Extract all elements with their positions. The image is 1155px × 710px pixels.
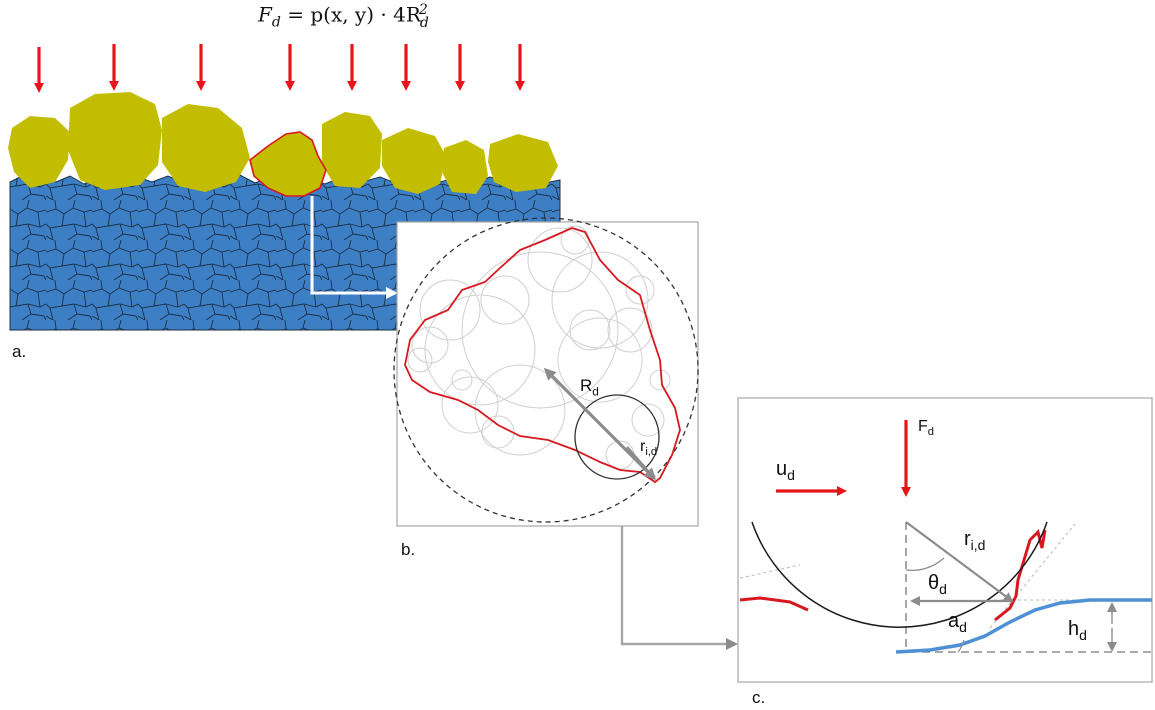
label-u-d: ud xyxy=(776,458,795,483)
load-arrows xyxy=(34,44,525,93)
particle-contour xyxy=(404,227,681,484)
panel-label-b: b. xyxy=(401,540,416,559)
bounding-circle xyxy=(393,217,699,523)
panel-c-frame xyxy=(737,397,1153,683)
label-h-d: hd xyxy=(1068,618,1087,643)
deformed-surface xyxy=(895,598,1152,654)
panel-c xyxy=(737,397,1153,683)
force-formula: Fd = p(x, y) · 4R2d xyxy=(258,2,429,31)
connector-a-b xyxy=(310,196,398,299)
local-curvature-circle xyxy=(574,394,660,480)
label-a-d: ad xyxy=(948,610,967,635)
radius-r-arrow xyxy=(626,446,656,480)
label-theta-d: θd xyxy=(928,572,947,597)
packed-circles xyxy=(407,225,671,470)
connector-b-c xyxy=(620,526,738,650)
panel-a xyxy=(8,44,561,331)
red-contours xyxy=(739,529,1047,622)
panel-b xyxy=(393,217,699,527)
particles xyxy=(8,92,558,194)
label-r-id-b: ri,d xyxy=(640,438,658,459)
radius-R-arrow xyxy=(544,368,657,481)
particle-arc xyxy=(751,521,1048,628)
label-R-d: Rd xyxy=(580,376,599,399)
label-F-d: Fd xyxy=(918,418,935,439)
panel-label-a: a. xyxy=(12,342,27,361)
selected-particle xyxy=(249,131,327,197)
label-r-id-c: ri,d xyxy=(964,528,986,553)
panel-label-c: c. xyxy=(752,688,766,707)
